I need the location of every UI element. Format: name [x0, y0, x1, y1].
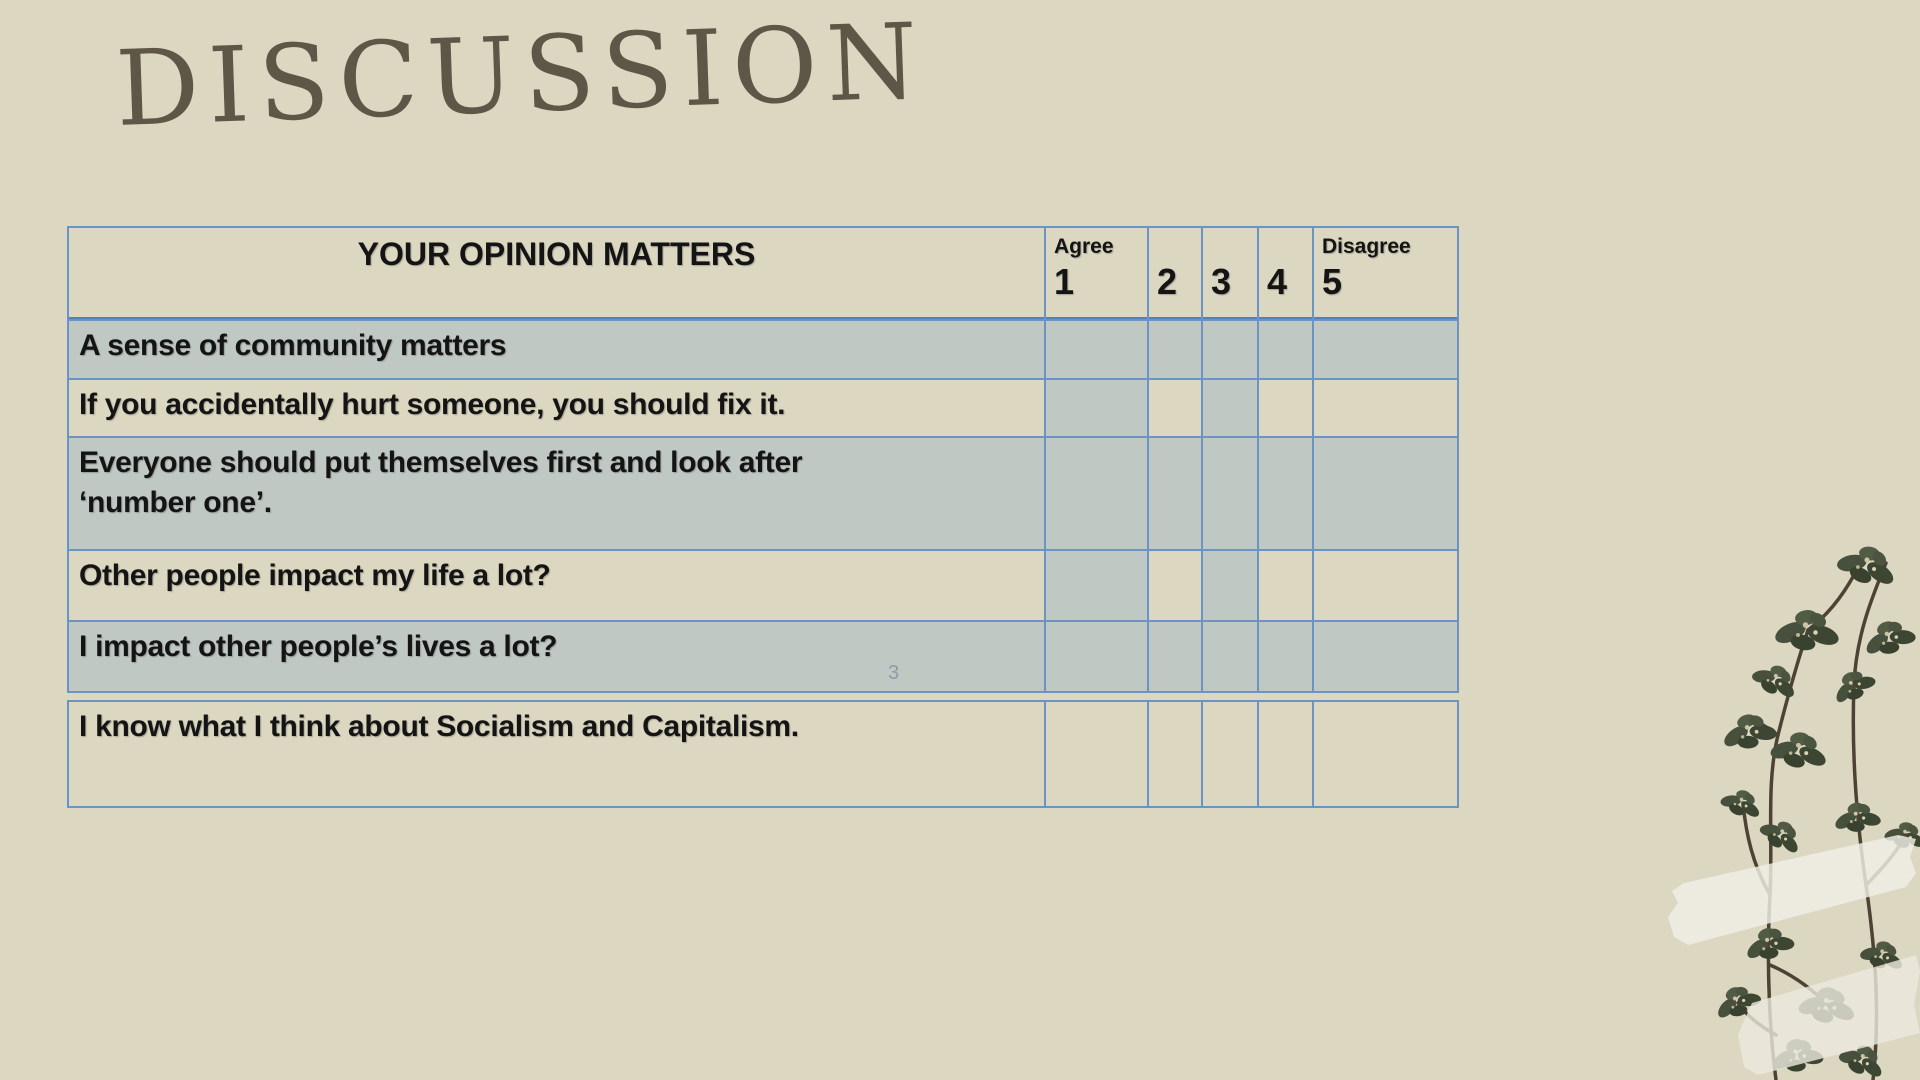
statement-text-3: Everyone should put themselves first and… [79, 446, 803, 519]
washi-tape-top [1668, 835, 1916, 945]
rating-cell-r6-c4 [1259, 702, 1312, 806]
scale-number-2: 2 [1157, 261, 1178, 302]
rating-cell-r4-c2 [1149, 551, 1201, 620]
slide-title: DISCUSSION [113, 0, 929, 151]
rating-cell-r5-c5 [1314, 622, 1457, 691]
rating-cell-r3-c1 [1046, 438, 1147, 549]
statement-cell-6: I know what I think about Socialism and … [69, 702, 1044, 806]
scale-number-5: 5 [1322, 261, 1343, 302]
rating-cell-r1-c2 [1149, 321, 1201, 378]
statement-text-4: Other people impact my life a lot? [79, 559, 551, 592]
rating-cell-r2-c2 [1149, 380, 1201, 436]
rating-cell-r4-c1 [1046, 551, 1147, 620]
table-header-scale-5: Disagree 5 [1314, 228, 1457, 319]
rating-cell-r1-c5 [1314, 321, 1457, 378]
rating-cell-r2-c3 [1203, 380, 1257, 436]
scale-number-4: 4 [1267, 261, 1288, 302]
rating-cell-r5-c2 [1149, 622, 1201, 691]
rating-cell-r6-c1 [1046, 702, 1147, 806]
agree-label: Agree [1054, 235, 1114, 258]
opinion-table: YOUR OPINION MATTERS Agree 1 2 3 4 Disag… [67, 226, 1459, 693]
table-header-statement-label: YOUR OPINION MATTERS [357, 236, 756, 272]
rating-cell-r1-c4 [1259, 321, 1312, 378]
rating-cell-r1-c1 [1046, 321, 1147, 378]
rating-cell-r5-c3 [1203, 622, 1257, 691]
rating-cell-r3-c5 [1314, 438, 1457, 549]
rating-cell-r6-c2 [1149, 702, 1201, 806]
statement-cell-4: Other people impact my life a lot? [69, 551, 1044, 620]
scale-number-1: 1 [1054, 261, 1075, 302]
statement-cell-1: A sense of community matters [69, 321, 1044, 378]
page-number: 3 [888, 662, 900, 684]
rating-cell-r3-c4 [1259, 438, 1312, 549]
statement-text-2: If you accidentally hurt someone, you sh… [79, 388, 786, 421]
rating-cell-r3-c3 [1203, 438, 1257, 549]
rating-cell-r2-c4 [1259, 380, 1312, 436]
opinion-table-last-row: I know what I think about Socialism and … [67, 700, 1459, 808]
washi-tape-strips [1668, 835, 1920, 1075]
dried-flower-decoration [1668, 537, 1920, 1080]
rating-cell-r2-c5 [1314, 380, 1457, 436]
rating-cell-r6-c5 [1314, 702, 1457, 806]
rating-cell-r4-c5 [1314, 551, 1457, 620]
statement-text-6: I know what I think about Socialism and … [79, 710, 799, 743]
scale-number-3: 3 [1211, 261, 1232, 302]
table-header-scale-1: Agree 1 [1046, 228, 1147, 319]
table-header-scale-2: 2 [1149, 228, 1201, 319]
rating-cell-r1-c3 [1203, 321, 1257, 378]
rating-cell-r4-c4 [1259, 551, 1312, 620]
statement-text-1: A sense of community matters [79, 329, 507, 362]
rating-cell-r6-c3 [1203, 702, 1257, 806]
table-header-statement: YOUR OPINION MATTERS [69, 228, 1044, 319]
washi-tape-bottom [1738, 955, 1920, 1075]
rating-cell-r5-c4 [1259, 622, 1312, 691]
rating-cell-r4-c3 [1203, 551, 1257, 620]
rating-cell-r2-c1 [1046, 380, 1147, 436]
statement-text-5: I impact other people’s lives a lot? [79, 630, 558, 663]
statement-cell-5: I impact other people’s lives a lot? [69, 622, 1044, 691]
statement-cell-3: Everyone should put themselves first and… [69, 438, 1044, 549]
rating-cell-r5-c1 [1046, 622, 1147, 691]
table-header-scale-3: 3 [1203, 228, 1257, 319]
disagree-label: Disagree [1322, 235, 1411, 258]
rating-cell-r3-c2 [1149, 438, 1201, 549]
table-header-scale-4: 4 [1259, 228, 1312, 319]
statement-cell-2: If you accidentally hurt someone, you sh… [69, 380, 1044, 436]
